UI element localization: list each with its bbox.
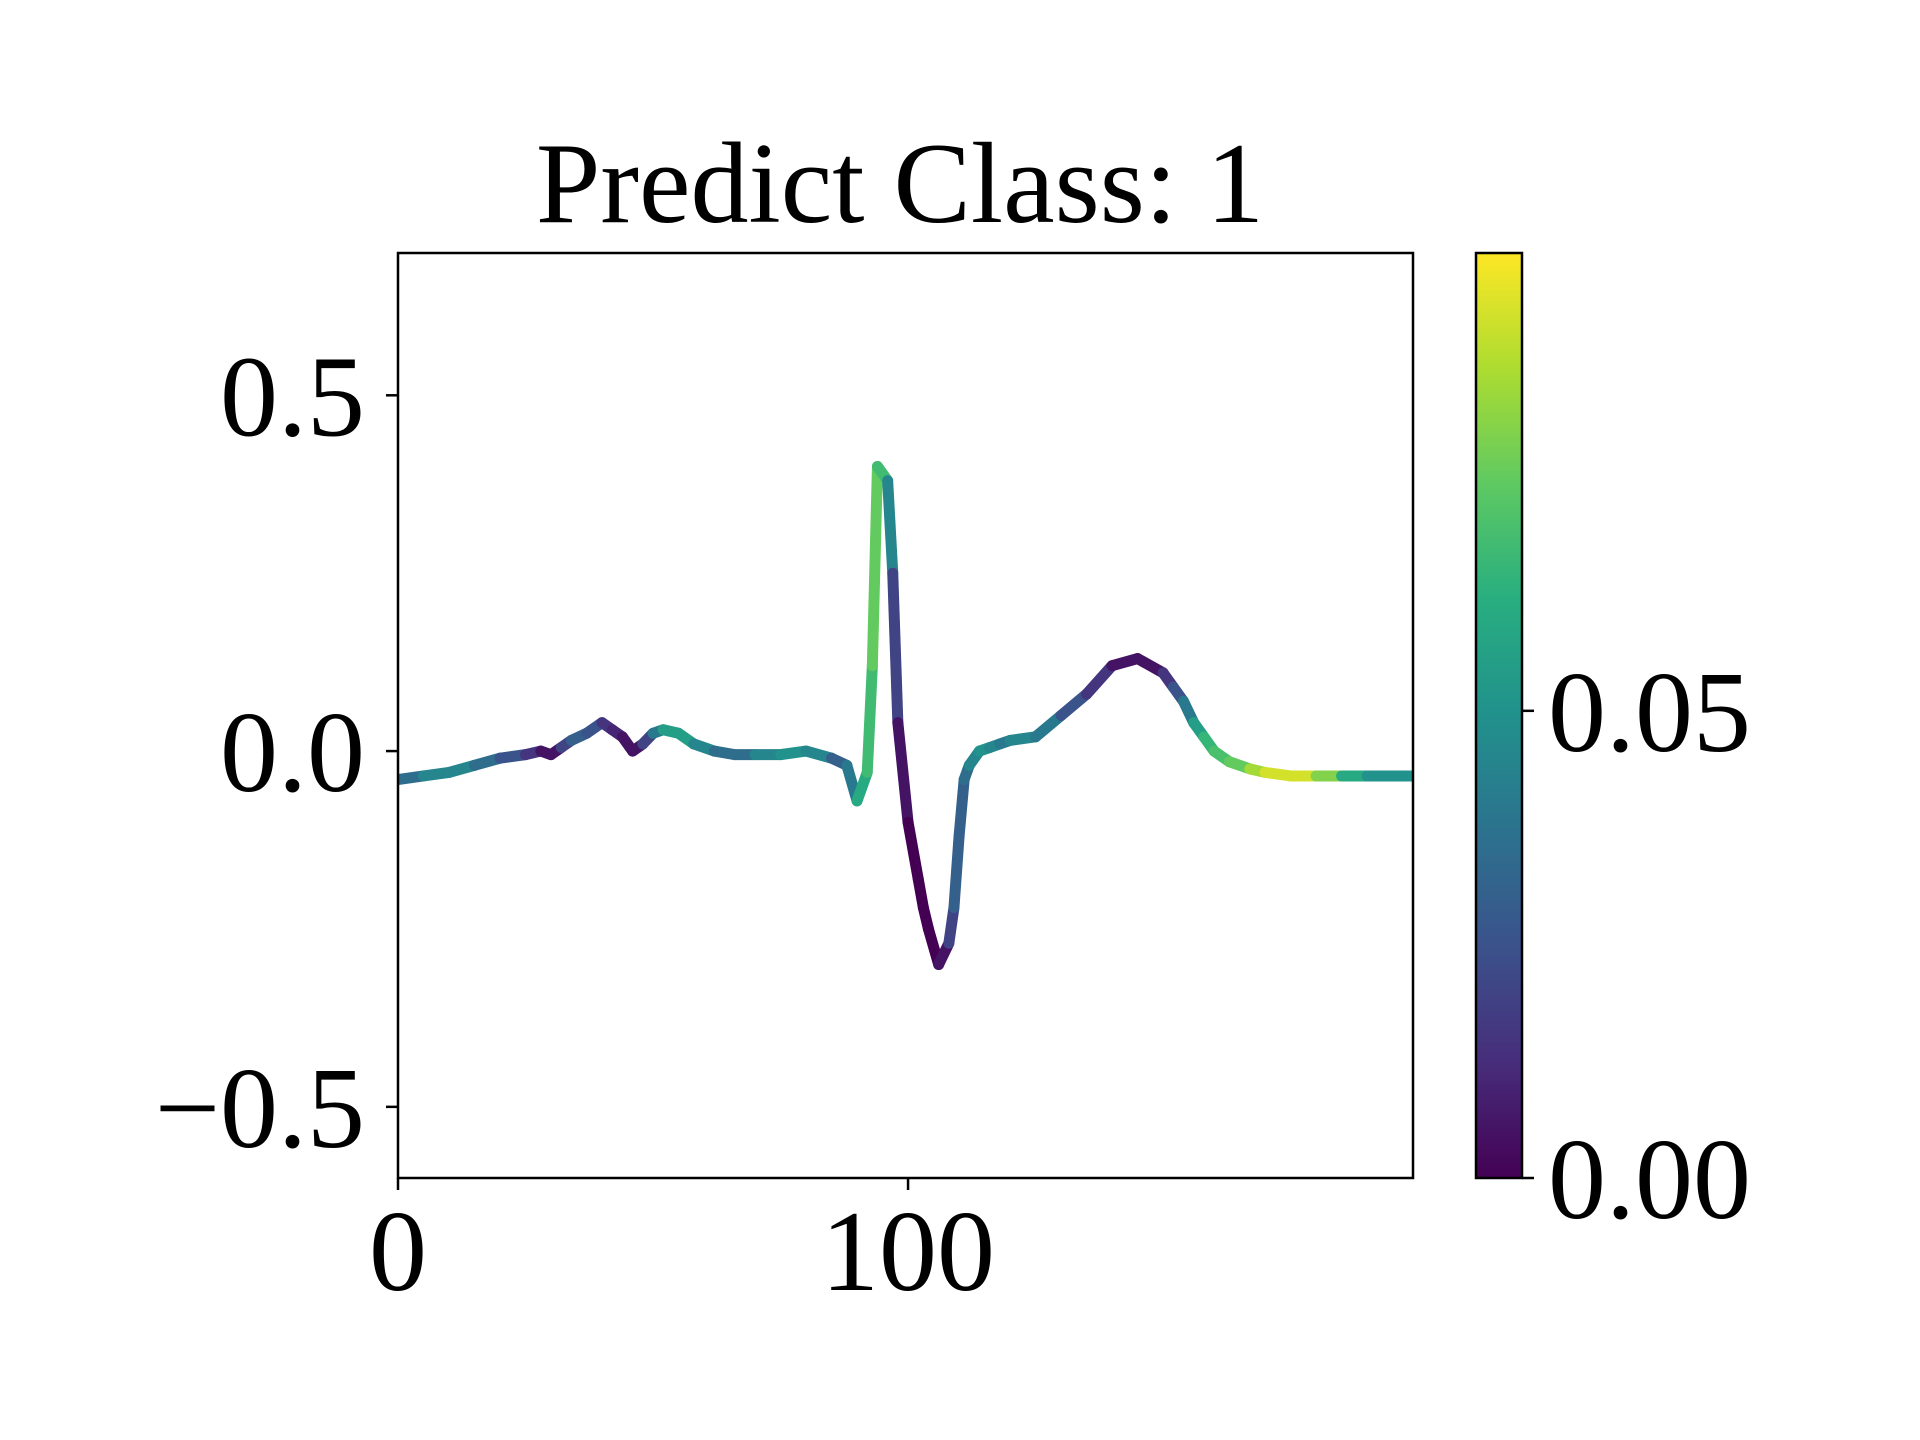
signal-line xyxy=(398,460,1413,971)
line-segment xyxy=(948,830,965,914)
line-segment xyxy=(882,475,899,579)
x-tick-label: 100 xyxy=(821,1188,995,1316)
colorbar-tick-label: 0.05 xyxy=(1548,649,1751,777)
line-segment xyxy=(866,460,883,672)
line-segment xyxy=(943,902,960,949)
x-axis: 0 100 xyxy=(369,1178,995,1316)
line-segment xyxy=(1030,710,1067,743)
y-tick-label: −0.5 xyxy=(155,1045,365,1173)
line-segment xyxy=(861,660,878,778)
colorbar-axis: 0.00 0.05 xyxy=(1522,649,1751,1244)
line-segment xyxy=(902,816,924,885)
line-segment xyxy=(892,717,914,828)
line-segment xyxy=(953,774,970,842)
line-segment xyxy=(1081,660,1118,700)
chart-title: Predict Class: 1 xyxy=(536,120,1264,248)
line-segment xyxy=(1055,688,1093,721)
y-axis: 0.5 0.0 −0.5 xyxy=(155,333,398,1173)
y-tick-label: 0.5 xyxy=(220,333,365,461)
line-segment xyxy=(887,567,904,729)
colorbar-tick-label: 0.00 xyxy=(1548,1116,1751,1244)
x-tick-label: 0 xyxy=(369,1188,427,1316)
plot-frame xyxy=(396,251,1415,1180)
colorbar xyxy=(1474,251,1524,1180)
y-tick-label: 0.0 xyxy=(220,689,365,817)
